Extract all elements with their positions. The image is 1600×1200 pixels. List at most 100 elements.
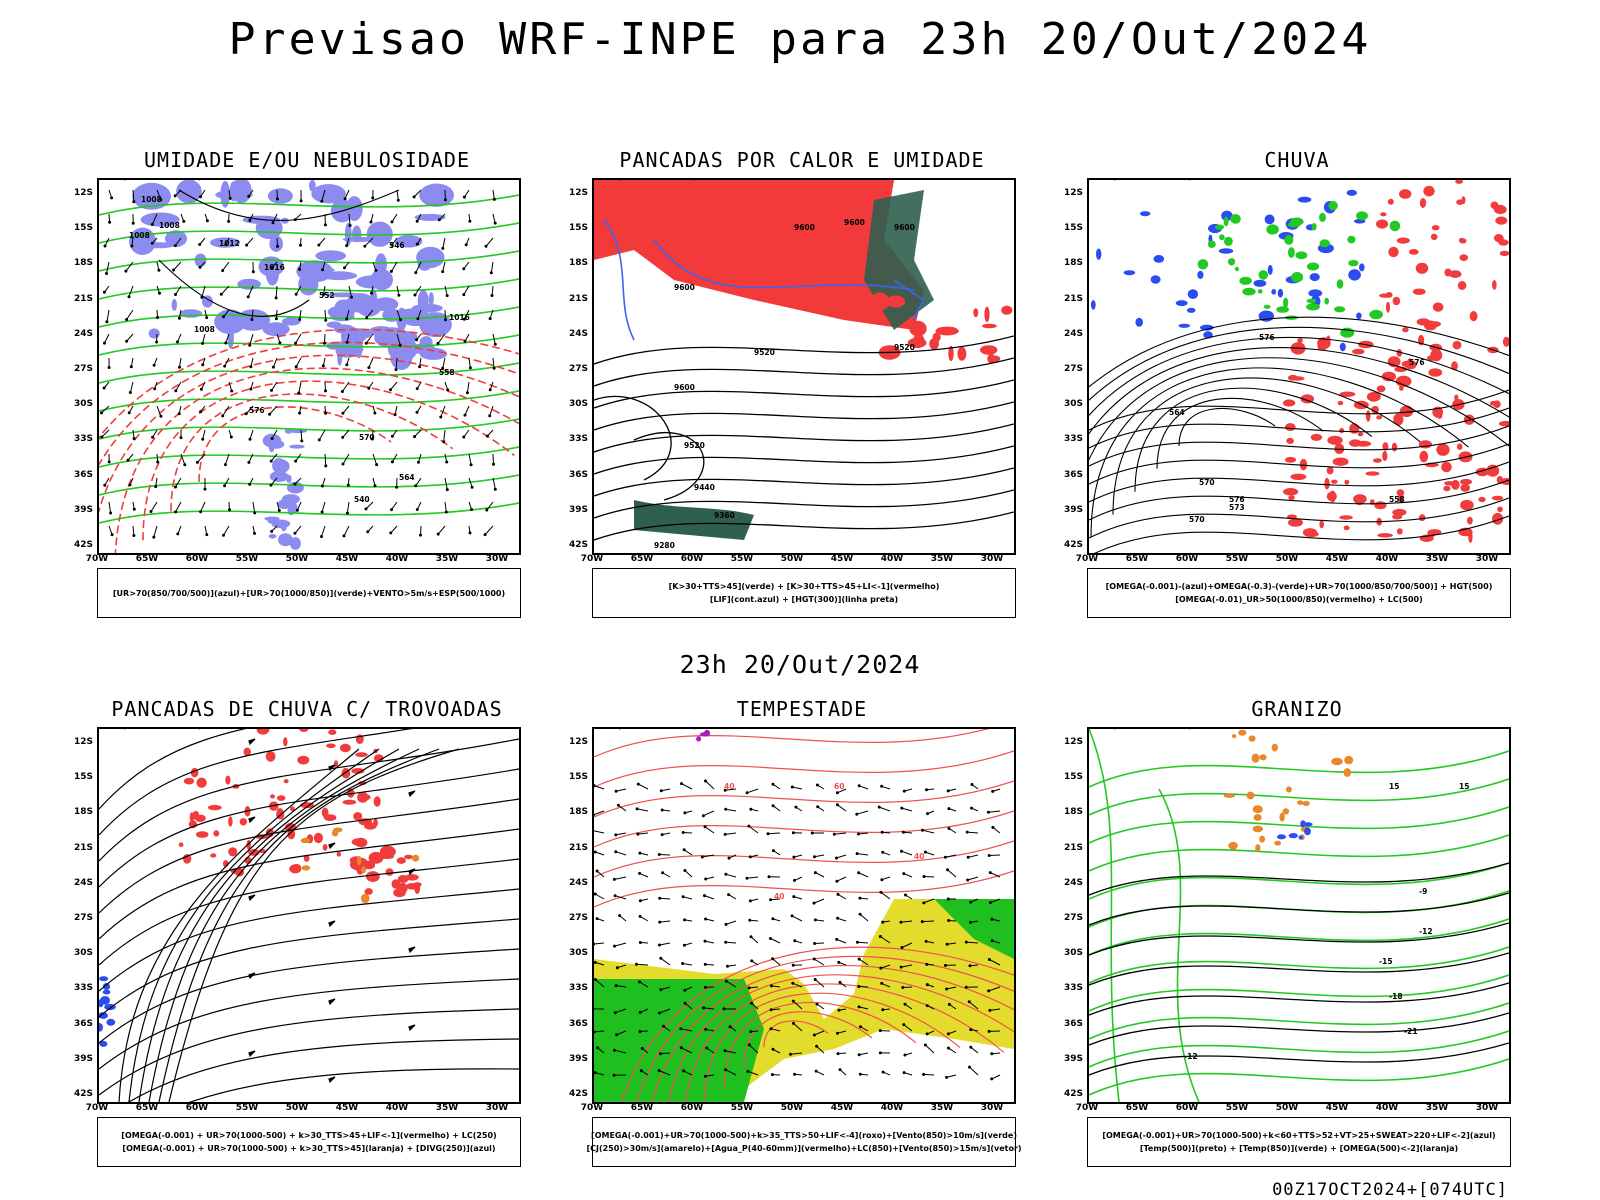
- lon-tick-label: 70W: [580, 1103, 604, 1113]
- lat-tick-label: 36S: [568, 1018, 588, 1029]
- panel-6-hail-blue: [1277, 820, 1313, 840]
- panel-3-rain-red-2: [1376, 180, 1509, 333]
- lat-tick-label: 18S: [73, 807, 93, 818]
- contour-label: 9280: [654, 541, 675, 550]
- panel-4-storm-red: [178, 729, 384, 877]
- lat-tick-label: 42S: [73, 1089, 93, 1099]
- panel-2-title: PANCADAS POR CALOR E UMIDADE: [619, 148, 985, 172]
- lat-tick-label: 36S: [1063, 1018, 1083, 1029]
- contour-label: 15: [1459, 782, 1469, 791]
- lon-tick-label: 45W: [830, 1103, 854, 1113]
- panel-6-labels: -9 -12 -15 -18 -21 -12 15 15: [1184, 782, 1469, 1061]
- lon-tick-label: 35W: [435, 1103, 459, 1113]
- lon-tick-label: 40W: [880, 1103, 904, 1113]
- lat-tick-label: 15S: [1063, 772, 1083, 783]
- lon-tick-label: 60W: [185, 1103, 209, 1113]
- main-title: Previsao WRF-INPE para 23h 20/Out/2024: [228, 14, 1372, 65]
- contour-label: -12: [1184, 1052, 1198, 1061]
- lat-tick-label: 39S: [73, 504, 93, 515]
- lat-tick-label: 36S: [568, 469, 588, 480]
- panel-2-legend-caption: [K>30+TTS>45](verde) + [K>30+TTS>45+LI<-…: [592, 568, 1016, 618]
- lon-tick-label: 40W: [385, 554, 409, 564]
- contour-label: 9520: [684, 441, 705, 450]
- lat-tick-label: 33S: [1063, 983, 1083, 994]
- panel-3-title: CHUVA: [1264, 148, 1330, 172]
- panel-4-caption-line-2: [OMEGA(-0.001) + UR>70(1000-500) + k>30_…: [122, 1144, 496, 1153]
- panel-2-lif: [603, 219, 924, 341]
- panel-6-temp500: [1089, 862, 1509, 1076]
- lon-tick-label: 45W: [830, 554, 854, 564]
- contour-label: 9600: [674, 383, 695, 392]
- contour-label: 9520: [894, 343, 915, 352]
- panel-6-title: GRANIZO: [1251, 697, 1343, 721]
- lon-tick-label: 55W: [1225, 1103, 1249, 1113]
- contour-label: 9360: [714, 511, 735, 520]
- panel-4-title: PANCADAS DE CHUVA C/ TROVOADAS: [111, 697, 503, 721]
- contour-label: 9520: [754, 348, 775, 357]
- panel-5-title: TEMPESTADE: [736, 697, 868, 721]
- lat-tick-label: 12S: [1063, 737, 1083, 747]
- lat-tick-label: 15S: [1063, 223, 1083, 234]
- panel-1-title: UMIDADE E/OU NEBULOSIDADE: [143, 148, 471, 172]
- contour-label: 570: [1189, 515, 1205, 524]
- lat-tick-label: 27S: [1063, 364, 1083, 374]
- panel-2-map: 9600 9600 9600 9600 9520 9520 9600 9520 9440 9360…: [592, 178, 1016, 555]
- contour-label: 9600: [794, 223, 815, 232]
- run-timestamp: 00Z17OCT2024+[074UTC]: [1272, 1180, 1508, 1200]
- contour-label: 552: [319, 291, 335, 300]
- lon-tick-label: 70W: [580, 554, 604, 564]
- panel-2-caption-line-1: [K>30+TTS>45](verde) + [K>30+TTS>45+LI<-…: [668, 582, 940, 591]
- lat-tick-label: 33S: [73, 983, 93, 994]
- lon-tick-label: 70W: [1075, 1103, 1099, 1113]
- panel-2-cape-red-spots: [869, 292, 1013, 364]
- lon-tick-label: 65W: [135, 1103, 159, 1113]
- lon-tick-label: 35W: [930, 1103, 954, 1113]
- lon-tick-label: 50W: [285, 1103, 309, 1113]
- lon-tick-label: 45W: [335, 1103, 359, 1113]
- contour-label: 1008: [141, 195, 162, 204]
- lat-tick-label: 42S: [1063, 540, 1083, 550]
- panel-1-thickness: [99, 328, 519, 553]
- lat-tick-label: 33S: [568, 434, 588, 445]
- lat-tick-label: 15S: [73, 223, 93, 234]
- panel-3-map-canvas: 576 576 564 570 576 558 570 573: [1089, 180, 1509, 553]
- contour-label: 40: [774, 892, 784, 901]
- contour-label: 576: [1409, 358, 1425, 367]
- contour-label: 1008: [194, 325, 215, 334]
- lat-tick-label: 21S: [73, 293, 93, 304]
- panel-4-storm-orange: [300, 827, 420, 904]
- lat-tick-label: 36S: [73, 469, 93, 480]
- lon-tick-label: 40W: [1375, 1103, 1399, 1113]
- lon-tick-label: 30W: [1475, 554, 1499, 564]
- panel-6-legend-caption: [OMEGA(-0.001)+UR>70(1000-500)+k<60+TTS>…: [1087, 1117, 1511, 1167]
- lon-tick-label: 30W: [980, 1103, 1004, 1113]
- panel-5-caption-line-2: [CJ(250)>30m/s](amarelo)+[Agua_P(40-60mm…: [586, 1144, 1022, 1153]
- lon-tick-label: 30W: [1475, 1103, 1499, 1113]
- lon-tick-label: 60W: [680, 1103, 704, 1113]
- panel-3-map: 576 576 564 570 576 558 570 573: [1087, 178, 1511, 555]
- lon-tick-label: 55W: [235, 1103, 259, 1113]
- panel-2-cape-red: [594, 180, 924, 330]
- lon-tick-label: 35W: [1425, 1103, 1449, 1113]
- lat-tick-label: 42S: [1063, 1089, 1083, 1099]
- panel-4-streamlines-250: [99, 729, 519, 1102]
- contour-label: 564: [1169, 408, 1185, 417]
- lat-tick-label: 42S: [568, 540, 588, 550]
- lat-tick-label: 36S: [1063, 469, 1083, 480]
- contour-label: 558: [1389, 495, 1405, 504]
- lon-tick-label: 40W: [1375, 554, 1399, 564]
- lat-tick-label: 30S: [1063, 948, 1083, 959]
- lon-tick-label: 65W: [630, 554, 654, 564]
- lat-tick-label: 12S: [73, 188, 93, 198]
- middle-title: 23h 20/Out/2024: [679, 650, 921, 679]
- panel-3-labels: 576 576 564 570 576 558 570 573: [1169, 333, 1425, 524]
- lon-tick-label: 55W: [730, 1103, 754, 1113]
- panel-1-humid-lower: [99, 194, 519, 524]
- panel-4-caption-line-1: [OMEGA(-0.001) + UR>70(1000-500) + k>30_…: [121, 1131, 497, 1140]
- lat-tick-label: 33S: [1063, 434, 1083, 445]
- lon-tick-label: 35W: [930, 554, 954, 564]
- contour-label: 1008: [129, 231, 150, 240]
- lon-tick-label: 45W: [335, 554, 359, 564]
- lon-tick-label: 40W: [880, 554, 904, 564]
- panel-6-temp850: [1089, 729, 1509, 1102]
